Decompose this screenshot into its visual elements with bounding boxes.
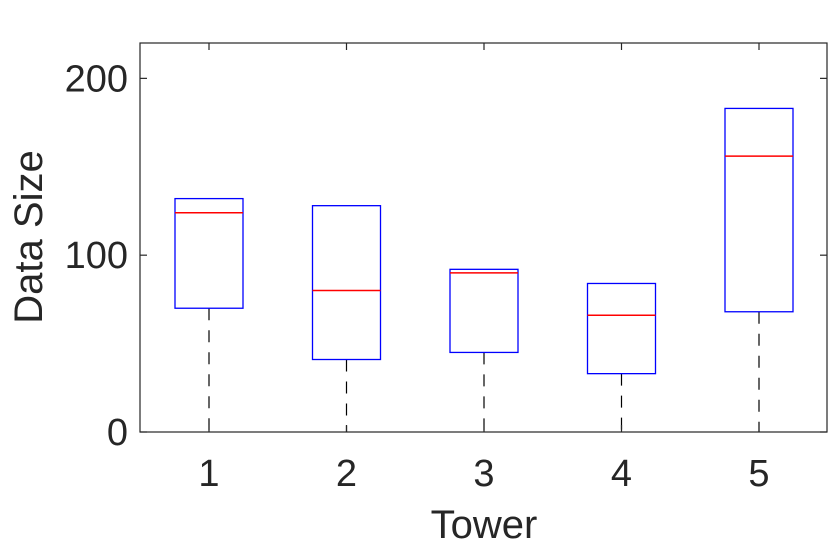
y-tick-label: 100 [65, 235, 128, 277]
box-group [174, 197, 244, 432]
box [311, 205, 382, 361]
x-axis-title: Tower [431, 503, 538, 543]
x-tick-label: 5 [748, 453, 769, 495]
x-tick-label: 1 [198, 453, 219, 495]
box [449, 268, 519, 354]
x-tick-label: 2 [336, 453, 357, 495]
box-marks [174, 107, 794, 432]
x-tick-label: 3 [473, 453, 494, 495]
y-tick-label: 200 [65, 58, 128, 100]
y-tick-label: 0 [107, 412, 128, 454]
x-tick-label: 4 [611, 453, 632, 495]
box [724, 107, 794, 313]
axis-ticks: 0 100 200 1 2 3 4 5 [65, 43, 827, 495]
box-group [449, 268, 519, 432]
y-axis-title: Data Size [7, 150, 51, 323]
box [586, 282, 657, 375]
box-group [724, 107, 794, 432]
box-group [586, 282, 657, 432]
box [174, 197, 244, 309]
box-group [311, 205, 382, 432]
